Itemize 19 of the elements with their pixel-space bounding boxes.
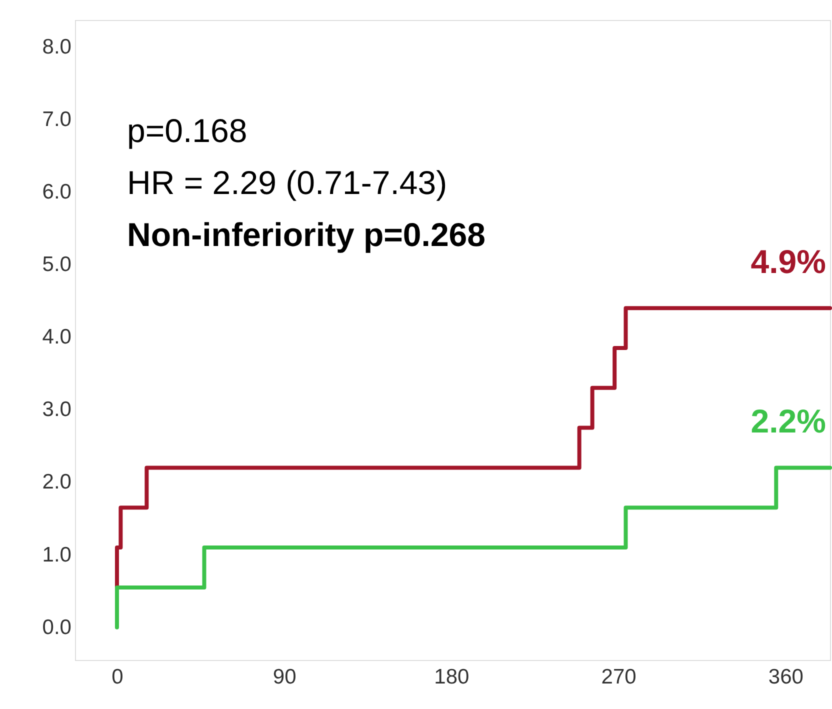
x-tick-label: 360 bbox=[768, 666, 804, 688]
y-tick-label: 8.0 bbox=[42, 35, 72, 58]
y-tick-label: 1.0 bbox=[42, 543, 72, 566]
x-tick-label: 0 bbox=[112, 666, 124, 688]
x-tick-label: 270 bbox=[601, 666, 636, 688]
annotation: 4.9% bbox=[750, 243, 826, 280]
x-tick-label: 180 bbox=[434, 666, 470, 688]
annotation: HR = 2.29 (0.71-7.43) bbox=[127, 164, 448, 201]
x-tick-label: 90 bbox=[272, 666, 296, 688]
annotation: p=0.168 bbox=[127, 112, 248, 149]
y-tick-label: 6.0 bbox=[42, 180, 72, 204]
annotation: Non-inferiority p=0.268 bbox=[127, 216, 486, 253]
annotation: 2.2% bbox=[750, 402, 826, 440]
y-tick-label: 0.0 bbox=[42, 616, 72, 639]
y-tick-label: 7.0 bbox=[42, 108, 72, 131]
y-tick-label: 2.0 bbox=[42, 470, 72, 494]
y-tick-label: 3.0 bbox=[42, 398, 72, 422]
y-tick-label: 5.0 bbox=[42, 253, 72, 276]
y-tick-label: 4.0 bbox=[42, 326, 72, 349]
